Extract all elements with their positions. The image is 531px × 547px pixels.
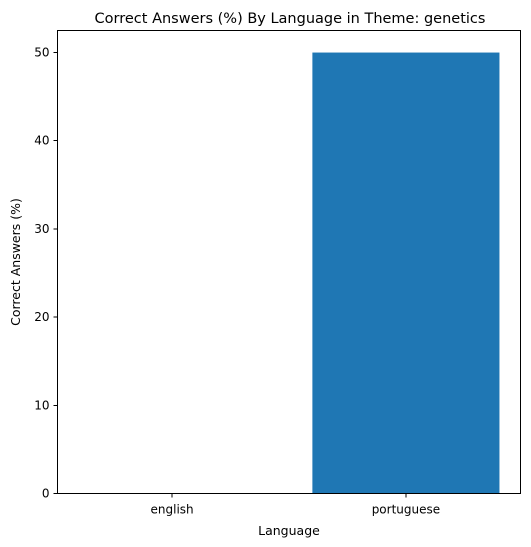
plot-frame [57,30,521,494]
bar-portuguese [312,52,500,494]
x-tick-label: portuguese [372,503,440,517]
y-tick-label: 40 [34,134,49,148]
x-axis: english portuguese [151,493,440,517]
y-tick-label: 0 [42,487,50,501]
y-tick-label: 50 [34,46,49,60]
y-tick-label: 20 [34,310,49,324]
chart-title: Correct Answers (%) By Language in Theme… [95,11,486,27]
y-axis-label: Correct Answers (%) [8,198,23,326]
y-axis: 0 10 20 30 40 50 [34,46,58,501]
x-axis-label: Language [258,523,320,538]
bars-group [312,52,500,494]
y-tick-label: 30 [34,222,49,236]
x-tick-label: english [151,503,194,517]
y-tick-label: 10 [34,398,49,412]
